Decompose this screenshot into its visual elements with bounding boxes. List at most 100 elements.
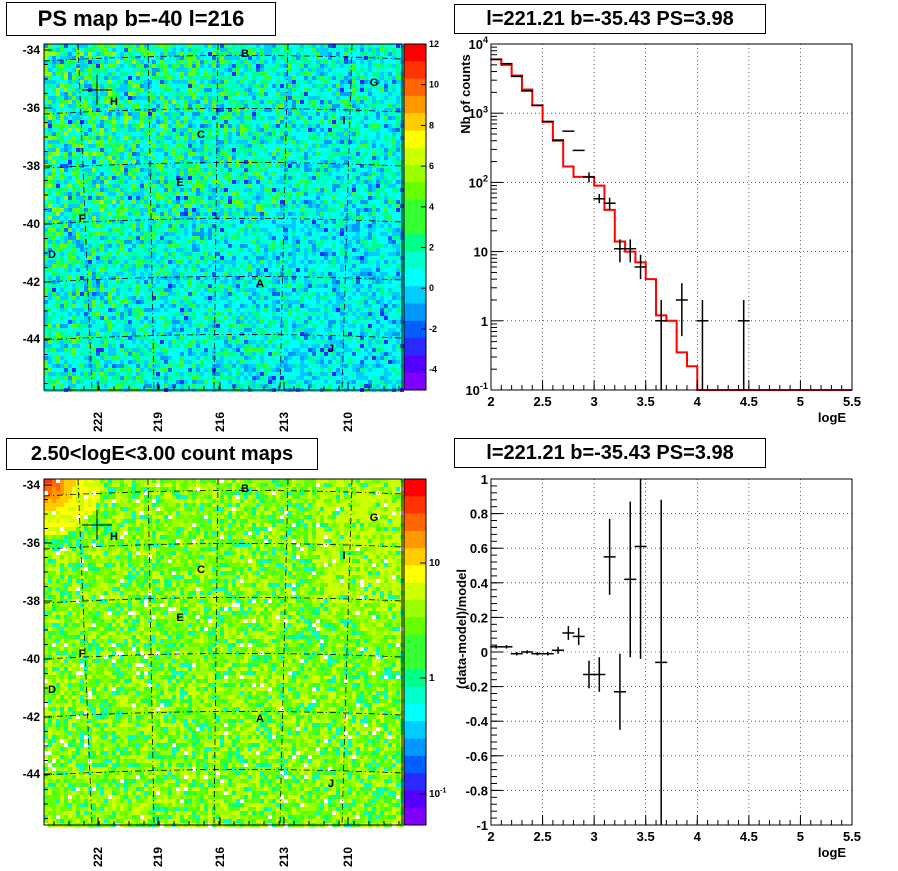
map-cell [300, 184, 304, 188]
map-cell [148, 260, 152, 264]
map-cell [156, 100, 160, 104]
map-cell [304, 116, 308, 120]
map-cell [216, 120, 220, 124]
map-cell [360, 56, 364, 60]
map-cell [212, 48, 216, 52]
map-cell [44, 44, 48, 48]
map-cell [252, 132, 256, 136]
map-cell [328, 200, 332, 204]
map-cell [256, 224, 260, 228]
map-cell [332, 164, 336, 168]
map-cell [352, 124, 356, 128]
map-cell [392, 204, 396, 208]
map-cell [152, 192, 156, 196]
map-cell [240, 172, 244, 176]
map-cell [176, 264, 180, 268]
map-cell [244, 88, 248, 92]
map-cell [220, 188, 224, 192]
map-cell [52, 176, 56, 180]
map-cell [356, 144, 360, 148]
map-cell [272, 224, 276, 228]
map-cell [244, 184, 248, 188]
map-cell [44, 64, 48, 68]
map-cell [152, 260, 156, 264]
map-cell [348, 204, 352, 208]
map-cell [348, 200, 352, 204]
map-cell [344, 124, 348, 128]
map-cell [172, 88, 176, 92]
map-cell [200, 252, 204, 256]
map-cell [316, 156, 320, 160]
map-cell [232, 244, 236, 248]
map-cell [300, 60, 304, 64]
map-cell [176, 200, 180, 204]
map-cell [136, 68, 140, 72]
map-cell [288, 88, 292, 92]
map-cell [384, 228, 388, 232]
map-cell [208, 264, 212, 268]
map-cell [104, 76, 108, 80]
map-cell [64, 68, 68, 72]
map-cell [148, 216, 152, 220]
map-cell [348, 192, 352, 196]
map-cell [300, 116, 304, 120]
map-cell [192, 168, 196, 172]
map-cell [176, 140, 180, 144]
map-cell [132, 112, 136, 116]
map-cell [116, 112, 120, 116]
map-cell [212, 80, 216, 84]
map-cell [332, 248, 336, 252]
map-cell [272, 240, 276, 244]
map-cell [356, 152, 360, 156]
map-cell [380, 248, 384, 252]
map-cell [232, 200, 236, 204]
map-cell [152, 56, 156, 60]
map-cell [200, 68, 204, 72]
map-cell [300, 140, 304, 144]
map-cell [380, 84, 384, 88]
map-cell [268, 48, 272, 52]
map-cell [92, 80, 96, 84]
map-cell [96, 196, 100, 200]
map-cell [64, 248, 68, 252]
map-cell [180, 204, 184, 208]
map-cell [312, 80, 316, 84]
map-cell [276, 244, 280, 248]
map-cell [348, 88, 352, 92]
map-cell [300, 240, 304, 244]
map-cell [116, 132, 120, 136]
map-cell [372, 152, 376, 156]
map-cell [56, 248, 60, 252]
map-cell [172, 200, 176, 204]
map-cell [112, 120, 116, 124]
map-cell [344, 120, 348, 124]
map-cell [76, 232, 80, 236]
map-cell [204, 156, 208, 160]
map-cell [164, 164, 168, 168]
map-cell [252, 228, 256, 232]
map-cell [388, 256, 392, 260]
map-cell [376, 112, 380, 116]
map-cell [336, 156, 340, 160]
map-cell [300, 108, 304, 112]
map-cell [140, 136, 144, 140]
map-cell [392, 256, 396, 260]
map-cell [92, 184, 96, 188]
map-cell [372, 144, 376, 148]
map-cell [252, 76, 256, 80]
map-cell [244, 160, 248, 164]
map-cell [256, 120, 260, 124]
map-cell [132, 100, 136, 104]
map-cell [372, 128, 376, 132]
map-cell [72, 124, 76, 128]
map-cell [304, 244, 308, 248]
map-cell [88, 108, 92, 112]
map-cell [392, 212, 396, 216]
map-cell [120, 208, 124, 212]
map-cell [308, 236, 312, 240]
map-cell [44, 200, 48, 204]
map-cell [116, 232, 120, 236]
map-cell [84, 208, 88, 212]
map-cell [344, 136, 348, 140]
map-cell [360, 96, 364, 100]
